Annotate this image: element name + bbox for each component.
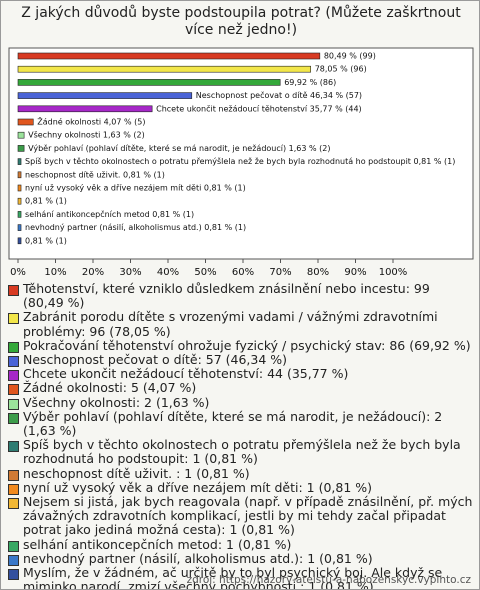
bar [17, 118, 34, 126]
legend-label: Chcete ukončit nežádoucí těhotenství: 44… [23, 366, 349, 382]
legend-item: Těhotenství, které vzniklo důsledkem zná… [7, 281, 473, 311]
value-label: 69,92 % (86) [284, 78, 336, 87]
x-tick-label: 20% [82, 267, 104, 278]
legend-label: Výběr pohlaví (pohlaví dítěte, které se … [23, 408, 443, 439]
legend: Těhotenství, které vzniklo důsledkem zná… [7, 281, 473, 590]
legend-label: selhání antikoncepčních metod: 1 (0,81 %… [23, 536, 292, 552]
bar [17, 224, 22, 231]
value-label: Výběr pohlaví (pohlaví dítěte, které se … [28, 143, 330, 153]
legend-item: Pokračování těhotenství ohrožuje fyzický… [7, 337, 473, 353]
legend-swatch [8, 285, 19, 296]
legend-label: neschopnost dítě uživit. : 1 (0,81 %) [23, 465, 250, 481]
bar [17, 52, 321, 60]
value-label: neschopnost dítě uživit. 0,81 % (1) [25, 170, 165, 179]
legend-swatch [8, 469, 19, 481]
legend-label: Žádné okolnosti: 5 (4,07 %) [23, 380, 197, 396]
bar [17, 158, 22, 165]
value-label: Chcete ukončit nežádoucí těhotenství 35,… [156, 103, 362, 113]
value-label: Žádné okolnosti 4,07 % (5) [37, 116, 145, 127]
x-tick-label: 80% [307, 267, 329, 278]
legend-label: nyní už vysoký věk a dříve nezájem mít d… [23, 479, 373, 495]
legend-swatch [8, 412, 19, 424]
bar [17, 131, 25, 139]
x-tick-label: 30% [119, 267, 141, 278]
x-tick-label: 60% [232, 267, 254, 278]
legend-label: Všechny okolnosti: 2 (1,63 %) [23, 394, 210, 410]
legend-item: Výběr pohlaví (pohlaví dítěte, které se … [7, 408, 473, 439]
x-tick-label: 90% [344, 267, 366, 278]
legend-item: nyní už vysoký věk a dříve nezájem mít d… [7, 479, 473, 495]
legend-swatch [8, 540, 19, 552]
bar [17, 171, 22, 179]
value-label: Všechny okolnosti 1,63 % (2) [28, 130, 145, 140]
value-label: 0,81 % (1) [25, 197, 67, 206]
legend-swatch [8, 313, 19, 325]
bar [17, 211, 22, 218]
legend-swatch [8, 384, 19, 396]
legend-swatch [8, 554, 19, 566]
value-label: selhání antikoncepčních metod 0,81 % (1) [25, 209, 194, 219]
x-tick-label: 40% [157, 267, 179, 278]
legend-swatch [8, 356, 19, 368]
value-label: 0,81 % (1) [25, 236, 67, 245]
chart-title: Z jakých důvodů byste podstoupila potrat… [21, 5, 461, 38]
bar [17, 105, 153, 113]
legend-item: Chcete ukončit nežádoucí těhotenství: 44… [7, 366, 473, 382]
legend-label: Spíš bych v těchto okolnostech o potratu… [23, 437, 461, 467]
legend-item: selhání antikoncepčních metod: 1 (0,81 %… [7, 536, 473, 552]
legend-swatch [8, 370, 19, 382]
plot: 0% 10% 20% 30% 40% 50% 60% 70% 80% 90% 100% 80,49 %… [8, 47, 474, 278]
legend-item: Žádné okolnosti: 5 (4,07 %) [7, 380, 473, 396]
legend-label: Těhotenství, které vzniklo důsledkem zná… [23, 281, 430, 311]
value-label: Spíš bych v těchto okolnostech o potratu… [25, 156, 455, 166]
legend-label: Pokračování těhotenství ohrožuje fyzický… [23, 337, 471, 353]
legend-item: Zabránit porodu dítěte s vrozenými vadam… [7, 310, 473, 338]
bar [17, 79, 281, 86]
legend-item: neschopnost dítě uživit. : 1 (0,81 %) [7, 465, 473, 481]
legend-label: Zabránit porodu dítěte s vrozenými vadam… [23, 309, 438, 339]
x-tick-label: 100% [379, 267, 408, 278]
value-label: nyní už vysoký věk a dříve nezájem mít d… [25, 184, 246, 193]
legend-item: Spíš bych v těchto okolnostech o potratu… [7, 438, 473, 466]
legend-item: Myslím, že v žádném, ač určitě by to byl… [7, 565, 473, 590]
x-tick-label: 10% [44, 267, 66, 278]
bar [17, 237, 22, 245]
bar [17, 145, 25, 152]
legend-item: Všechny okolnosti: 2 (1,63 %) [7, 394, 473, 410]
value-label: nevhodný partner (násilí, alkoholismus a… [25, 223, 246, 232]
bar [17, 92, 193, 99]
value-label: 80,49 % (99) [324, 52, 376, 61]
legend-swatch [8, 398, 19, 410]
legend-label: nevhodný partner (násilí, alkoholismus a… [23, 550, 373, 566]
legend-item: nevhodný partner (násilí, alkoholismus a… [7, 550, 473, 566]
x-tick-label: 70% [269, 267, 291, 278]
bar [17, 184, 22, 192]
legend-swatch [8, 483, 19, 495]
legend-swatch [8, 441, 19, 453]
legend-swatch [8, 569, 19, 581]
x-tick-label: 50% [194, 267, 216, 278]
legend-swatch [8, 341, 19, 353]
x-tick-label: 0% [10, 267, 26, 278]
legend-label: Myslím, že v žádném, ač určitě by to byl… [23, 565, 443, 590]
legend-label: Neschopnost pečovat o dítě: 57 (46,34 %) [23, 352, 288, 368]
legend-label: Nejsem si jistá, jak bych reagovala (nap… [23, 494, 473, 538]
legend-swatch [8, 498, 19, 510]
legend-item: Neschopnost pečovat o dítě: 57 (46,34 %) [7, 352, 473, 368]
bar [17, 65, 311, 73]
source: zdroj: https://nazory-ateistu-a-nabozens… [186, 574, 471, 586]
legend-item: Nejsem si jistá, jak bych reagovala (nap… [7, 494, 473, 538]
bar [17, 197, 22, 205]
value-label: Neschopnost pečovat o dítě 46,34 % (57) [196, 90, 362, 100]
value-label: 78,05 % (96) [315, 65, 367, 74]
